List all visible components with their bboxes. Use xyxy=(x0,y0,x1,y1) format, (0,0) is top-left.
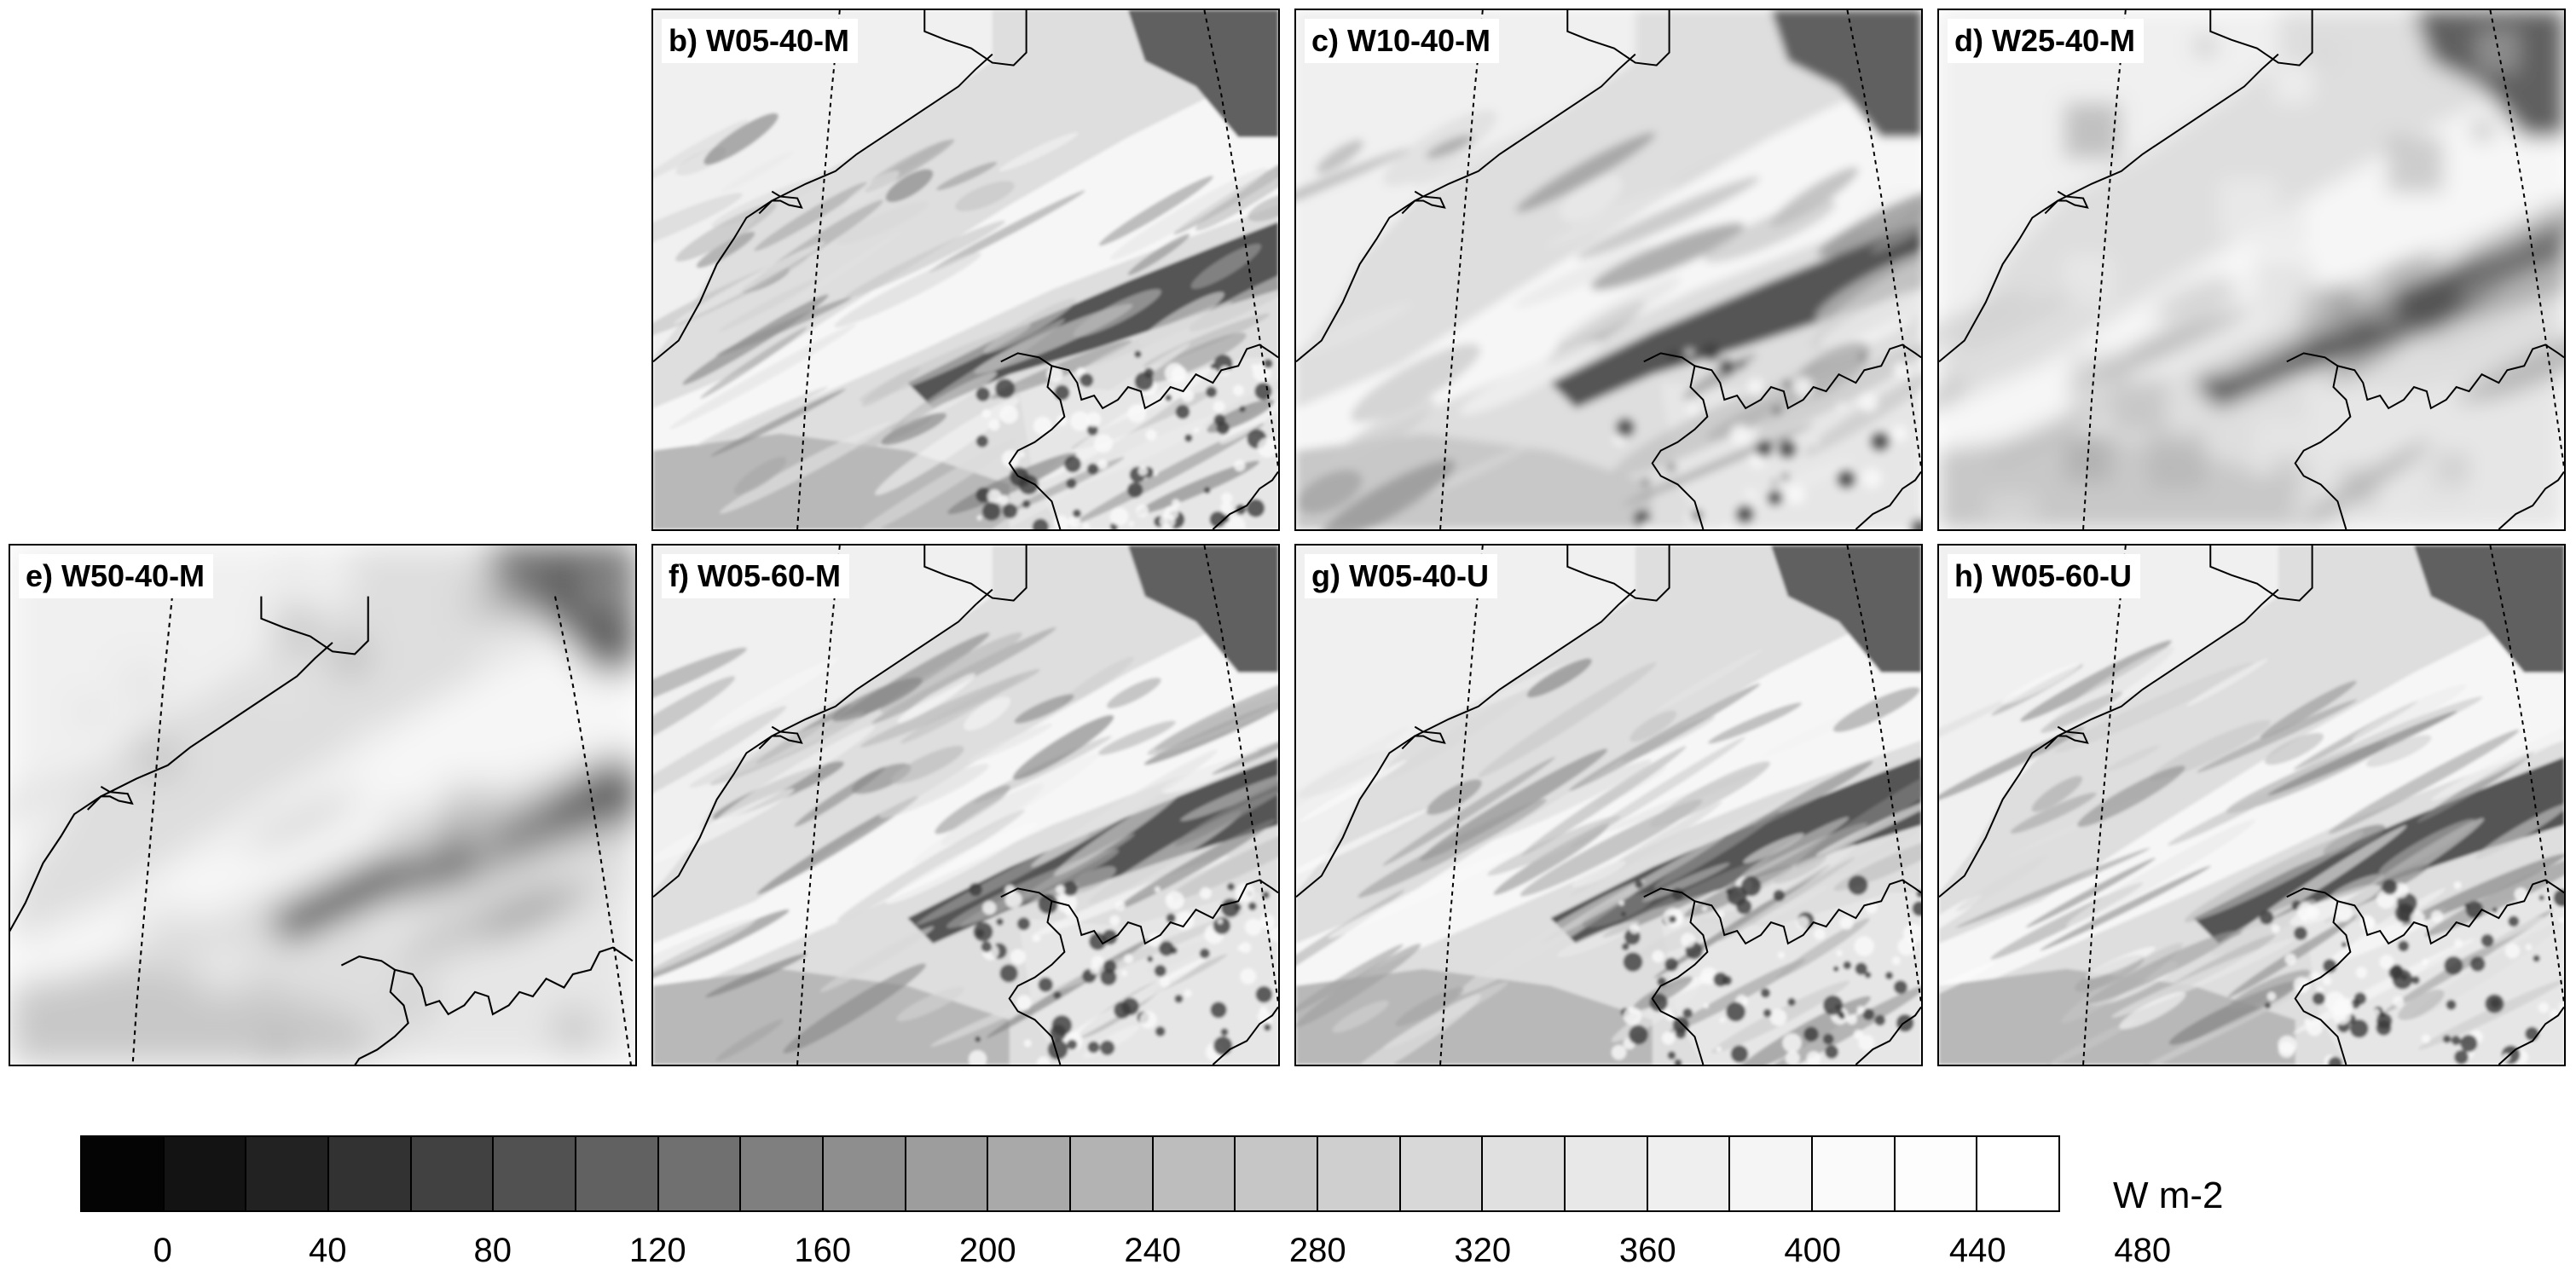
colorbar-tick-5: 200 xyxy=(958,1232,1016,1269)
colorbar xyxy=(80,1135,2060,1212)
panel-h: h) W05-60-U xyxy=(1937,544,2566,1066)
colorbar-swatch-3 xyxy=(329,1137,412,1210)
colorbar-tick-8: 320 xyxy=(1454,1232,1512,1269)
colorbar-swatch-23 xyxy=(1977,1137,2059,1210)
colorbar-tick-12: 480 xyxy=(2114,1232,2172,1269)
map-c xyxy=(1296,10,1921,529)
map-f xyxy=(653,546,1278,1065)
colorbar-units: W m-2 xyxy=(2113,1175,2224,1216)
map-g xyxy=(1296,546,1921,1065)
map-e xyxy=(10,546,635,1065)
colorbar-swatch-2 xyxy=(246,1137,330,1210)
colorbar-swatch-20 xyxy=(1730,1137,1814,1210)
colorbar-swatch-16 xyxy=(1400,1137,1484,1210)
map-d xyxy=(1939,10,2564,529)
colorbar-tick-7: 280 xyxy=(1288,1232,1346,1269)
colorbar-swatch-10 xyxy=(906,1137,989,1210)
colorbar-swatch-4 xyxy=(411,1137,495,1210)
colorbar-swatch-22 xyxy=(1895,1137,1978,1210)
panel-f: f) W05-60-M xyxy=(651,544,1280,1066)
panel-label-e: e) W50-40-M xyxy=(19,554,214,598)
colorbar-swatch-12 xyxy=(1071,1137,1154,1210)
colorbar-tick-6: 240 xyxy=(1124,1232,1182,1269)
panel-label-c: c) W10-40-M xyxy=(1305,19,1500,63)
panel-d: d) W25-40-M xyxy=(1937,9,2566,531)
colorbar-tick-0: 0 xyxy=(153,1232,172,1269)
colorbar-tick-1: 40 xyxy=(309,1232,347,1269)
colorbar-swatch-15 xyxy=(1318,1137,1401,1210)
panel-label-d: d) W25-40-M xyxy=(1948,19,2145,63)
colorbar-swatch-21 xyxy=(1813,1137,1896,1210)
panel-label-g: g) W05-40-U xyxy=(1305,554,1498,598)
colorbar-tick-10: 400 xyxy=(1784,1232,1842,1269)
colorbar-swatch-5 xyxy=(494,1137,577,1210)
colorbar-swatch-18 xyxy=(1566,1137,1648,1210)
map-b xyxy=(653,10,1278,529)
colorbar-swatch-8 xyxy=(741,1137,825,1210)
colorbar-tick-4: 160 xyxy=(794,1232,852,1269)
colorbar-swatch-9 xyxy=(824,1137,906,1210)
panel-label-h: h) W05-60-U xyxy=(1948,554,2141,598)
colorbar-swatch-11 xyxy=(988,1137,1072,1210)
colorbar-swatch-7 xyxy=(658,1137,742,1210)
panel-g: g) W05-40-U xyxy=(1294,544,1923,1066)
colorbar-swatch-6 xyxy=(576,1137,659,1210)
colorbar-tick-2: 80 xyxy=(473,1232,512,1269)
colorbar-swatch-0 xyxy=(82,1137,165,1210)
colorbar-swatch-17 xyxy=(1483,1137,1566,1210)
panel-label-f: f) W05-60-M xyxy=(662,554,850,598)
colorbar-tick-11: 440 xyxy=(1948,1232,2006,1269)
colorbar-swatch-1 xyxy=(164,1137,247,1210)
panel-b: b) W05-40-M xyxy=(651,9,1280,531)
panel-e: e) W50-40-M xyxy=(9,544,637,1066)
colorbar-swatch-14 xyxy=(1236,1137,1319,1210)
map-h xyxy=(1939,546,2564,1065)
panel-label-b: b) W05-40-M xyxy=(662,19,859,63)
colorbar-swatch-19 xyxy=(1647,1137,1731,1210)
panel-c: c) W10-40-M xyxy=(1294,9,1923,531)
colorbar-tick-3: 120 xyxy=(628,1232,686,1269)
colorbar-tick-9: 360 xyxy=(1618,1232,1676,1269)
colorbar-swatch-13 xyxy=(1153,1137,1236,1210)
